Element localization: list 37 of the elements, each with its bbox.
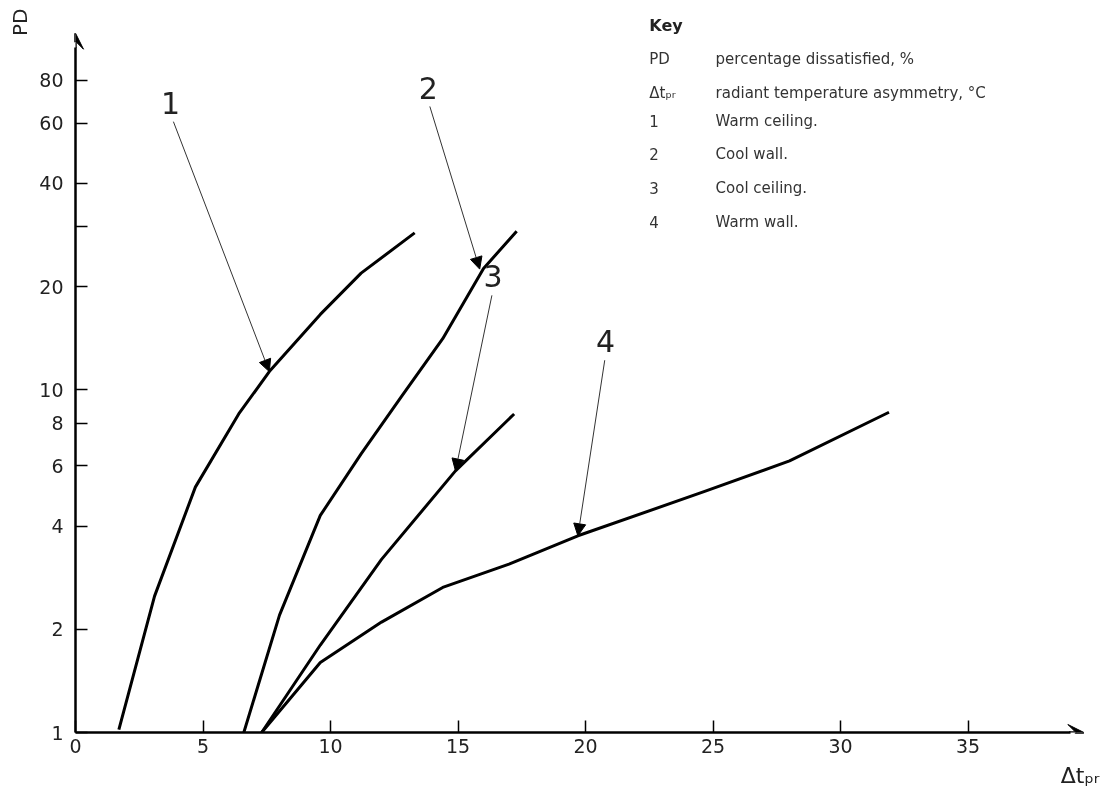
x-tick-label: 30 <box>828 734 853 757</box>
y-tick-label: 6 <box>51 454 64 477</box>
y-tick-label: 40 <box>39 172 64 195</box>
annotation: percentage dissatisfied, % <box>715 50 915 69</box>
x-tick-label: 15 <box>445 734 471 757</box>
x-tick-label: 25 <box>700 734 726 757</box>
annotation: 2 <box>649 146 659 165</box>
annotation: Warm ceiling. <box>715 111 818 130</box>
annotation: Warm wall. <box>715 212 799 231</box>
y-tick-label: 10 <box>39 378 64 401</box>
legend-title: Key <box>649 15 684 35</box>
y-axis-title: PD <box>7 8 32 36</box>
y-tick-label: 60 <box>39 112 64 135</box>
annotation: PD <box>649 50 670 69</box>
annotation: 3 <box>483 259 503 295</box>
x-tick-label: 20 <box>573 734 598 757</box>
x-tick-label: 0 <box>69 734 82 757</box>
x-tick-label: 5 <box>196 734 210 757</box>
x-tick-label: 10 <box>318 734 343 757</box>
y-tick-label: 8 <box>51 412 64 435</box>
y-tick-label: 4 <box>51 515 64 538</box>
annotation: 1 <box>649 112 659 131</box>
annotation: 1 <box>160 85 180 121</box>
x-axis-title: Δtₚᵣ <box>1060 762 1100 788</box>
annotation: Cool wall. <box>715 145 788 164</box>
annotation: 3 <box>649 179 659 198</box>
x-tick-label: 35 <box>955 734 981 757</box>
annotation: radiant temperature asymmetry, °C <box>715 83 986 102</box>
annotation: 4 <box>596 324 616 360</box>
y-tick-label: 1 <box>51 721 64 744</box>
y-tick-label: 20 <box>39 275 64 298</box>
annotation: Δtₚᵣ <box>649 83 676 102</box>
annotation: 4 <box>649 213 659 232</box>
annotation: Cool ceiling. <box>715 178 808 197</box>
annotation: 2 <box>418 70 438 106</box>
y-tick-label: 2 <box>51 618 64 641</box>
y-tick-label: 80 <box>39 69 64 92</box>
